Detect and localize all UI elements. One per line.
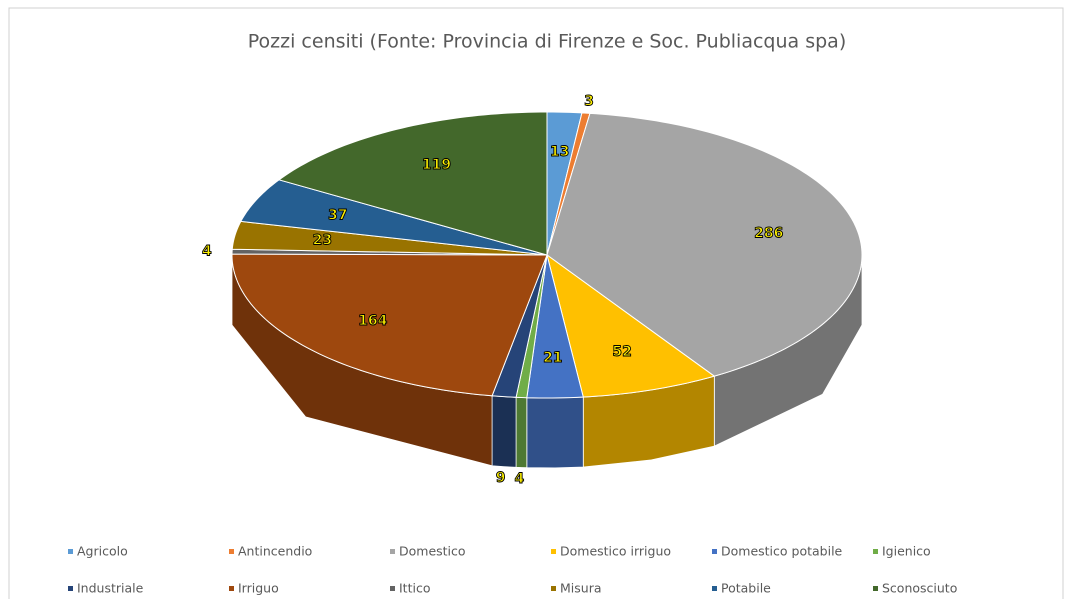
data-label: 3	[584, 94, 594, 110]
legend-swatch	[390, 549, 395, 554]
data-label: 286	[754, 225, 783, 241]
legend-swatch	[390, 586, 395, 591]
data-label: 52	[612, 344, 631, 360]
legend-label: Domestico	[399, 544, 466, 559]
pie-slice	[526, 254, 584, 399]
data-label: 37	[328, 207, 347, 223]
legend-swatch	[712, 549, 717, 554]
legend-label: Industriale	[77, 581, 144, 596]
legend-swatch	[229, 549, 234, 554]
slice-side	[515, 396, 528, 469]
pie-slice	[240, 179, 548, 256]
pie-slice	[546, 112, 863, 377]
legend-label: Domestico irriguo	[560, 544, 671, 559]
legend-swatch	[68, 549, 73, 554]
legend-label: Igienico	[882, 544, 931, 559]
legend-swatch	[68, 586, 73, 591]
legend-label: Agricolo	[77, 544, 128, 559]
data-label: 4	[202, 243, 212, 259]
data-label: 9	[496, 470, 506, 486]
legend-swatch	[551, 586, 556, 591]
pie-slice	[231, 253, 548, 397]
legend-label: Ittico	[399, 581, 430, 596]
data-label: 119	[422, 157, 451, 173]
data-label: 13	[550, 144, 569, 160]
data-label: 164	[358, 313, 387, 329]
legend-swatch	[551, 549, 556, 554]
legend-label: Misura	[560, 581, 602, 596]
slice-side	[526, 396, 584, 469]
legend-label: Antincendio	[238, 544, 312, 559]
legend-label: Domestico potabile	[721, 544, 843, 559]
legend-swatch	[712, 586, 717, 591]
data-label: 21	[543, 350, 562, 366]
chart-title: Pozzi censiti (Fonte: Provincia di Firen…	[248, 31, 846, 53]
legend-swatch	[873, 586, 878, 591]
legend-swatch	[229, 586, 234, 591]
pie-slice	[546, 253, 716, 398]
pie-slice	[277, 111, 548, 256]
legend-swatch	[873, 549, 878, 554]
data-label: 23	[313, 233, 332, 249]
legend-label: Irriguo	[238, 581, 279, 596]
legend-label: Sconosciuto	[882, 581, 957, 596]
legend-label: Potabile	[721, 581, 771, 596]
slice-side	[491, 395, 517, 468]
data-label: 4	[515, 471, 525, 487]
